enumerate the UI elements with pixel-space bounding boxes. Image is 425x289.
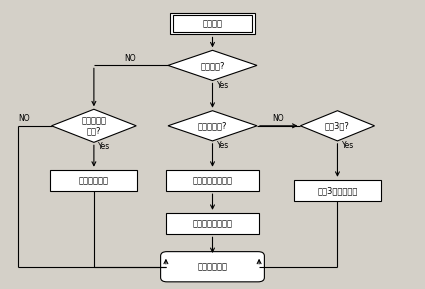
FancyBboxPatch shape <box>51 170 137 191</box>
Text: Yes: Yes <box>217 81 229 90</box>
Polygon shape <box>51 109 136 142</box>
Text: Yes: Yes <box>98 142 111 151</box>
Text: Yes: Yes <box>217 140 229 150</box>
Polygon shape <box>168 111 257 141</box>
FancyBboxPatch shape <box>166 213 259 234</box>
Text: 按键扫描: 按键扫描 <box>202 19 223 28</box>
Text: 上一次有键
按下?: 上一次有键 按下? <box>82 116 106 136</box>
FancyBboxPatch shape <box>161 252 264 282</box>
FancyBboxPatch shape <box>170 13 255 34</box>
Text: Yes: Yes <box>342 140 354 150</box>
Text: 按键按下时间计时: 按键按下时间计时 <box>193 176 232 185</box>
FancyBboxPatch shape <box>166 170 259 191</box>
Text: 发送3秒按键消息: 发送3秒按键消息 <box>317 186 358 195</box>
Text: 按键处理结束: 按键处理结束 <box>198 262 227 271</box>
Text: 发送弹起消息: 发送弹起消息 <box>79 176 109 185</box>
Text: NO: NO <box>18 114 30 123</box>
Text: 发送按键按下消息: 发送按键按下消息 <box>193 219 232 228</box>
FancyBboxPatch shape <box>294 180 381 201</box>
Text: 按键按下?: 按键按下? <box>200 61 225 70</box>
Text: 第一次按下?: 第一次按下? <box>198 121 227 130</box>
Text: NO: NO <box>124 54 136 63</box>
Polygon shape <box>300 111 374 141</box>
Text: NO: NO <box>272 114 284 123</box>
Polygon shape <box>168 50 257 81</box>
Text: 按下3秒?: 按下3秒? <box>325 121 350 130</box>
